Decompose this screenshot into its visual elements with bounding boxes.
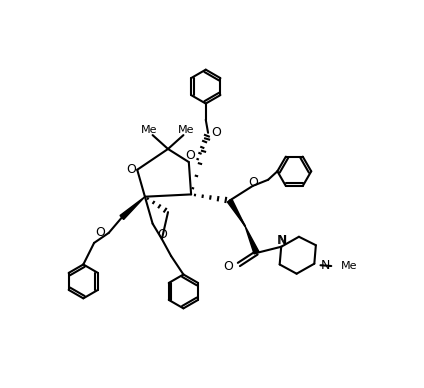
Text: O: O (248, 176, 258, 189)
Polygon shape (245, 226, 259, 254)
Text: O: O (95, 227, 105, 239)
Text: N: N (321, 259, 330, 272)
Polygon shape (227, 199, 245, 226)
Text: Me: Me (340, 261, 357, 271)
Text: Me: Me (178, 125, 195, 135)
Text: Me: Me (141, 125, 158, 135)
Polygon shape (120, 197, 145, 220)
Text: O: O (126, 163, 136, 176)
Text: O: O (157, 228, 167, 241)
Text: O: O (211, 126, 221, 139)
Text: O: O (185, 149, 195, 163)
Text: N: N (278, 234, 287, 247)
Text: N: N (276, 234, 286, 247)
Text: O: O (223, 260, 234, 272)
